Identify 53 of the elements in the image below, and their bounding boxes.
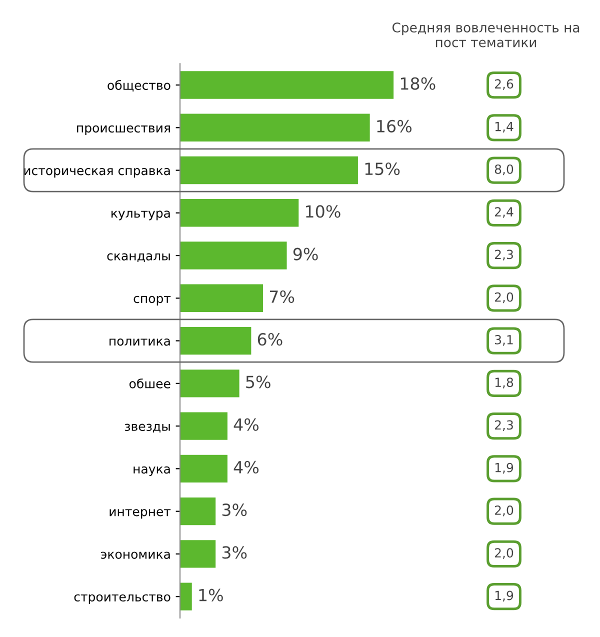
y-tick-label: общество	[108, 80, 170, 92]
data-label: 7%	[270, 290, 294, 303]
bar	[180, 540, 216, 568]
text: 2,3	[494, 420, 513, 431]
bar	[180, 326, 252, 355]
y-tick-label: культура	[112, 210, 170, 220]
bar	[180, 370, 240, 398]
text: Средняя вовлеченность на пост тематики	[392, 22, 580, 48]
data-label: 4%	[234, 460, 259, 474]
bar	[180, 242, 287, 270]
y-tick-label: интернет	[110, 509, 171, 519]
text: 2,0	[494, 548, 514, 559]
y-tick-label: происшествия	[77, 125, 170, 135]
text: 2,0	[494, 505, 514, 516]
bar	[180, 284, 264, 312]
bar	[180, 71, 394, 99]
y-tick-label: звезды	[124, 424, 170, 433]
text: 2,0	[494, 292, 514, 304]
data-label: 5%	[246, 376, 270, 388]
data-label: 16%	[377, 120, 412, 132]
bar	[180, 199, 299, 227]
bar	[180, 156, 358, 184]
bar	[180, 454, 228, 483]
bar	[180, 114, 370, 142]
text: 1,9	[495, 590, 514, 602]
bar	[180, 582, 192, 610]
y-tick-label: политика	[110, 338, 170, 346]
y-tick-label: историческая справка	[24, 168, 170, 178]
y-tick-label: обшее	[129, 378, 170, 388]
data-label: 9%	[293, 248, 318, 260]
text: 1,9	[495, 462, 514, 474]
text: 2,3	[494, 250, 513, 260]
y-tick-label: строительство	[74, 594, 170, 604]
text: 1,8	[495, 378, 514, 388]
data-label: 10%	[306, 205, 340, 218]
data-label: 3%	[222, 504, 247, 516]
y-tick-label: спорт	[134, 296, 171, 306]
data-label: 3%	[222, 546, 247, 559]
y-tick-label: экономика	[101, 552, 170, 559]
bar	[180, 497, 216, 526]
y-tick-label: наука	[134, 466, 170, 476]
text: 1,4	[495, 122, 514, 133]
y-tick-label: скандалы	[107, 253, 170, 262]
bar	[180, 412, 228, 440]
text: 2,6	[494, 79, 514, 90]
data-label: 18%	[400, 77, 436, 90]
text: 3,1	[495, 334, 513, 346]
data-label: 1%	[199, 588, 223, 602]
text: 2,4	[494, 207, 514, 218]
text: 8,0	[494, 164, 514, 176]
data-label: 15%	[365, 162, 400, 176]
data-label: 4%	[234, 418, 259, 431]
data-label: 6%	[258, 333, 282, 346]
